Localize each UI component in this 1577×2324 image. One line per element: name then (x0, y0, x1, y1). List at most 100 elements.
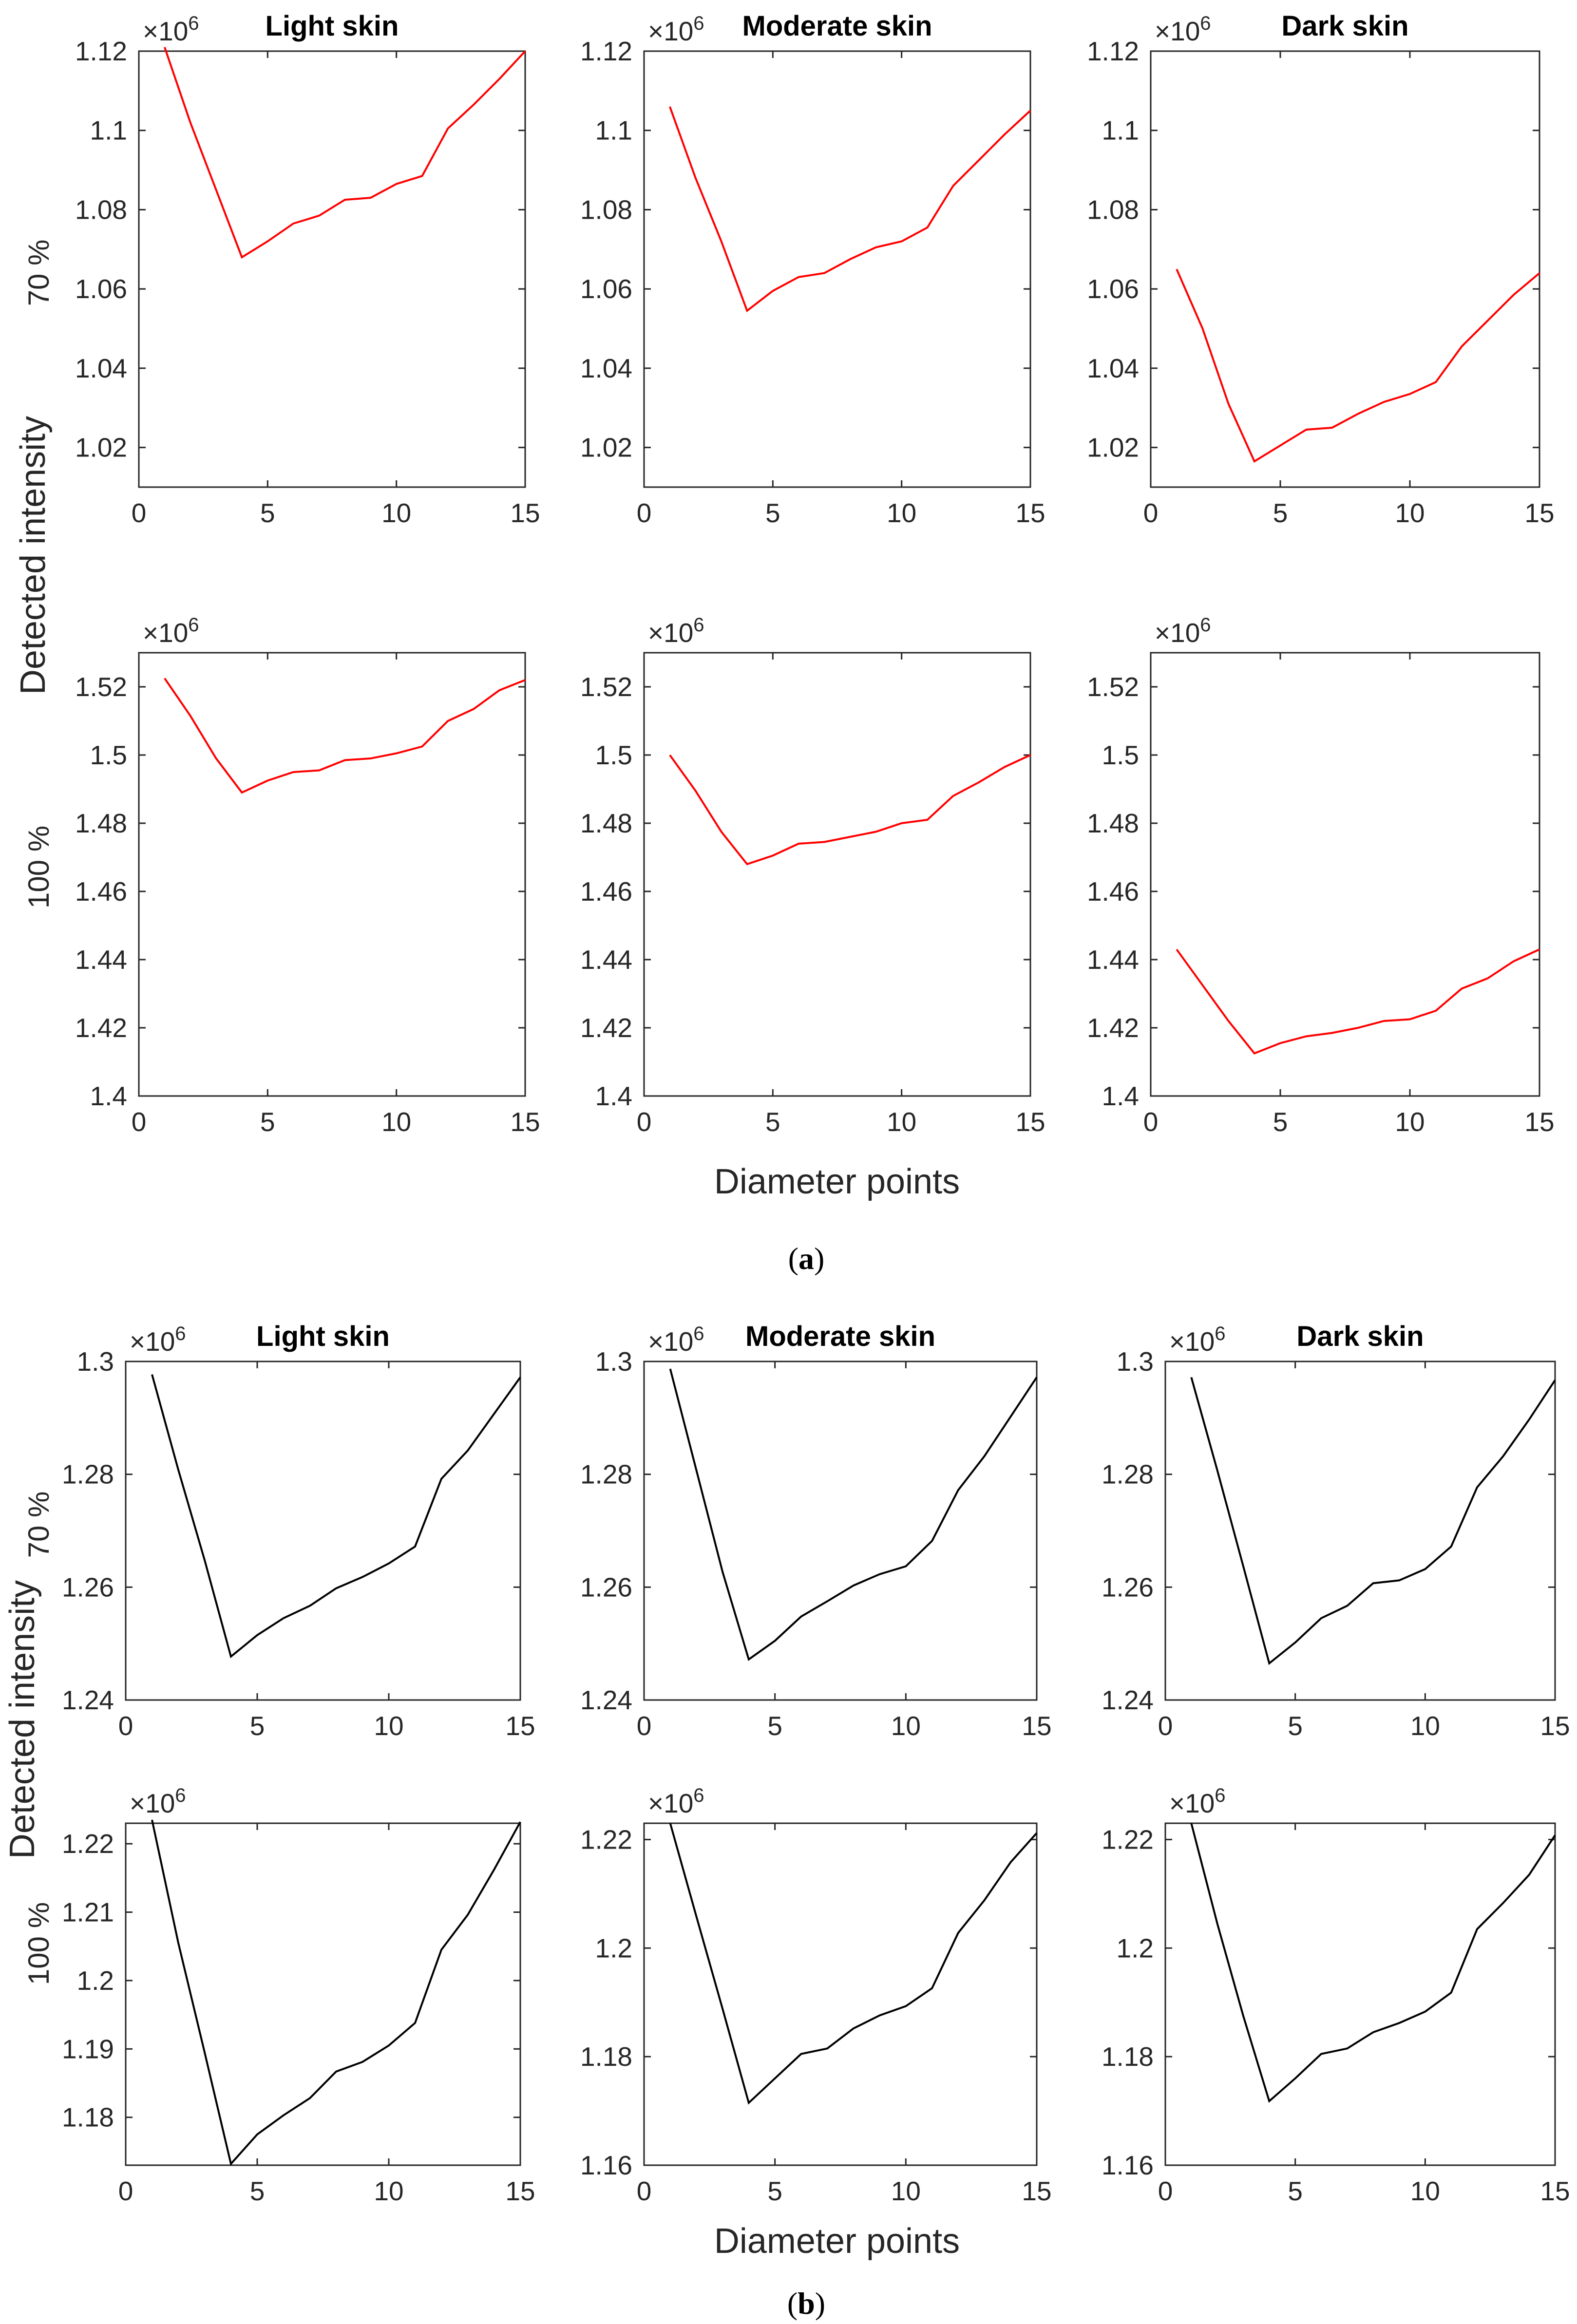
exponent-label: ×106 (648, 13, 704, 46)
y-tick-label: 1.3 (1117, 1346, 1154, 1377)
x-tick-label: 5 (1288, 2176, 1303, 2206)
panel-title: Dark skin (1281, 10, 1408, 42)
y-tick-label: 1.46 (580, 876, 632, 907)
y-tick-label: 1.5 (90, 740, 127, 770)
caption-a: (a) (788, 1241, 825, 1276)
y-tick-label: 1.28 (580, 1459, 632, 1490)
x-tick-label: 15 (1022, 2176, 1051, 2206)
y-tick-label: 1.22 (580, 1824, 632, 1854)
y-tick-label: 1.02 (75, 433, 127, 463)
x-tick-label: 5 (767, 1711, 782, 1741)
x-tick-label: 5 (1273, 498, 1288, 528)
exponent-label: ×106 (1155, 13, 1211, 46)
y-tick-label: 1.42 (580, 1013, 632, 1043)
x-tick-label: 10 (381, 1107, 411, 1137)
x-tick-label: 15 (510, 1107, 540, 1137)
y-tick-label: 1.4 (1102, 1081, 1139, 1111)
y-tick-label: 1.08 (75, 194, 127, 225)
y-tick-label: 1.42 (1087, 1013, 1139, 1043)
x-tick-label: 10 (1410, 2176, 1440, 2206)
data-line (1176, 948, 1540, 1055)
data-line (151, 1819, 521, 2166)
y-tick-label: 1.12 (1087, 36, 1139, 66)
y-tick-label: 1.24 (1102, 1685, 1154, 1715)
y-tick-label: 1.2 (1117, 1933, 1154, 1963)
y-tick-label: 1.22 (62, 1829, 114, 1859)
y-tick-label: 1.4 (90, 1081, 127, 1111)
y-tick-label: 1.1 (1102, 115, 1139, 146)
exponent-label: ×106 (130, 1785, 186, 1818)
caption-b: (b) (787, 2286, 825, 2321)
axes-box (643, 1822, 1038, 2166)
axes-box (125, 1360, 521, 1701)
y-tick-label: 1.06 (580, 274, 632, 304)
ylabel-a: Detected intensity (14, 416, 53, 695)
chart-panel-2: 0 5 10 15 1.02 1.04 1.06 1.08 1.1 1.12 ×106 Moderat… (580, 10, 1045, 528)
chart-panel-3: 0 5 10 15 1.02 1.04 1.06 1.08 1.1 1.12 ×106 Dark sk… (1087, 10, 1555, 528)
y-tick-label: 1.48 (75, 808, 127, 838)
chart-panel-10: 0 5 10 15 1.18 1.19 1.2 1.21 1.22 ×106 (62, 1785, 535, 2206)
y-tick-label: 1.44 (75, 945, 127, 975)
y-tick-label: 1.04 (1087, 353, 1139, 383)
exponent-label: ×106 (1155, 614, 1211, 648)
y-tick-label: 1.46 (1087, 876, 1139, 907)
data-line (164, 47, 526, 259)
y-tick-label: 1.16 (580, 2150, 632, 2180)
panel-title: Dark skin (1296, 1321, 1424, 1352)
row-label-a-70: 70 % (22, 240, 55, 306)
axes-box (1150, 50, 1540, 488)
x-tick-label: 10 (887, 498, 916, 528)
axes-box (125, 1822, 521, 2166)
x-tick-label: 10 (891, 1711, 921, 1741)
row-label-b-70: 70 % (22, 1492, 55, 1558)
chart-panel-7: 0 5 10 15 1.24 1.26 1.28 1.3 ×106 Light skin (62, 1321, 535, 1741)
x-tick-label: 5 (260, 498, 275, 528)
y-tick-label: 1.5 (1102, 740, 1139, 770)
x-tick-label: 15 (510, 498, 540, 528)
y-tick-label: 1.52 (75, 672, 127, 702)
y-tick-label: 1.02 (1087, 433, 1139, 463)
axes-box (138, 652, 526, 1097)
y-tick-label: 1.08 (580, 194, 632, 225)
x-tick-label: 10 (374, 2176, 403, 2206)
x-tick-label: 5 (1288, 1711, 1303, 1741)
panel-title: Moderate skin (742, 10, 932, 42)
x-tick-label: 15 (1015, 498, 1045, 528)
axes-box (138, 50, 526, 488)
axes-box (1150, 652, 1540, 1097)
y-tick-label: 1.2 (77, 1965, 114, 1996)
xlabel-a: Diameter points (714, 1162, 960, 1201)
panel-title: Light skin (256, 1321, 390, 1352)
x-tick-label: 0 (637, 498, 652, 528)
x-tick-label: 15 (1524, 1107, 1554, 1137)
x-tick-label: 5 (250, 1711, 265, 1741)
xlabel-b: Diameter points (714, 2222, 960, 2261)
x-tick-label: 0 (1158, 2176, 1173, 2206)
x-tick-label: 5 (767, 2176, 782, 2206)
y-tick-label: 1.24 (62, 1685, 114, 1715)
x-tick-label: 10 (381, 498, 411, 528)
y-tick-label: 1.2 (595, 1933, 632, 1963)
y-tick-label: 1.12 (580, 36, 632, 66)
x-tick-label: 10 (374, 1711, 403, 1741)
exponent-label: ×106 (130, 1323, 186, 1357)
chart-panel-12: 0 5 10 15 1.16 1.18 1.2 1.22 ×106 (1102, 1785, 1570, 2206)
y-tick-label: 1.08 (1087, 194, 1139, 225)
y-tick-label: 1.22 (1102, 1824, 1154, 1854)
axes-box (643, 1360, 1038, 1701)
y-tick-label: 1.5 (595, 740, 632, 770)
x-tick-label: 10 (887, 1107, 916, 1137)
y-tick-label: 1.48 (1087, 808, 1139, 838)
y-tick-label: 1.52 (1087, 672, 1139, 702)
data-line (669, 1823, 1038, 2105)
x-tick-label: 5 (250, 2176, 265, 2206)
y-tick-label: 1.24 (580, 1685, 632, 1715)
x-tick-label: 15 (505, 2176, 535, 2206)
x-tick-label: 0 (118, 2176, 133, 2206)
y-tick-label: 1.21 (62, 1897, 114, 1927)
axes-box (1164, 1360, 1556, 1701)
y-tick-label: 1.28 (1102, 1459, 1154, 1490)
chart-panel-5: 0 5 10 15 1.4 1.42 1.44 1.46 1.48 1.5 1.52 ×106 (580, 614, 1045, 1137)
y-tick-label: 1.26 (580, 1572, 632, 1602)
y-tick-label: 1.06 (75, 274, 127, 304)
